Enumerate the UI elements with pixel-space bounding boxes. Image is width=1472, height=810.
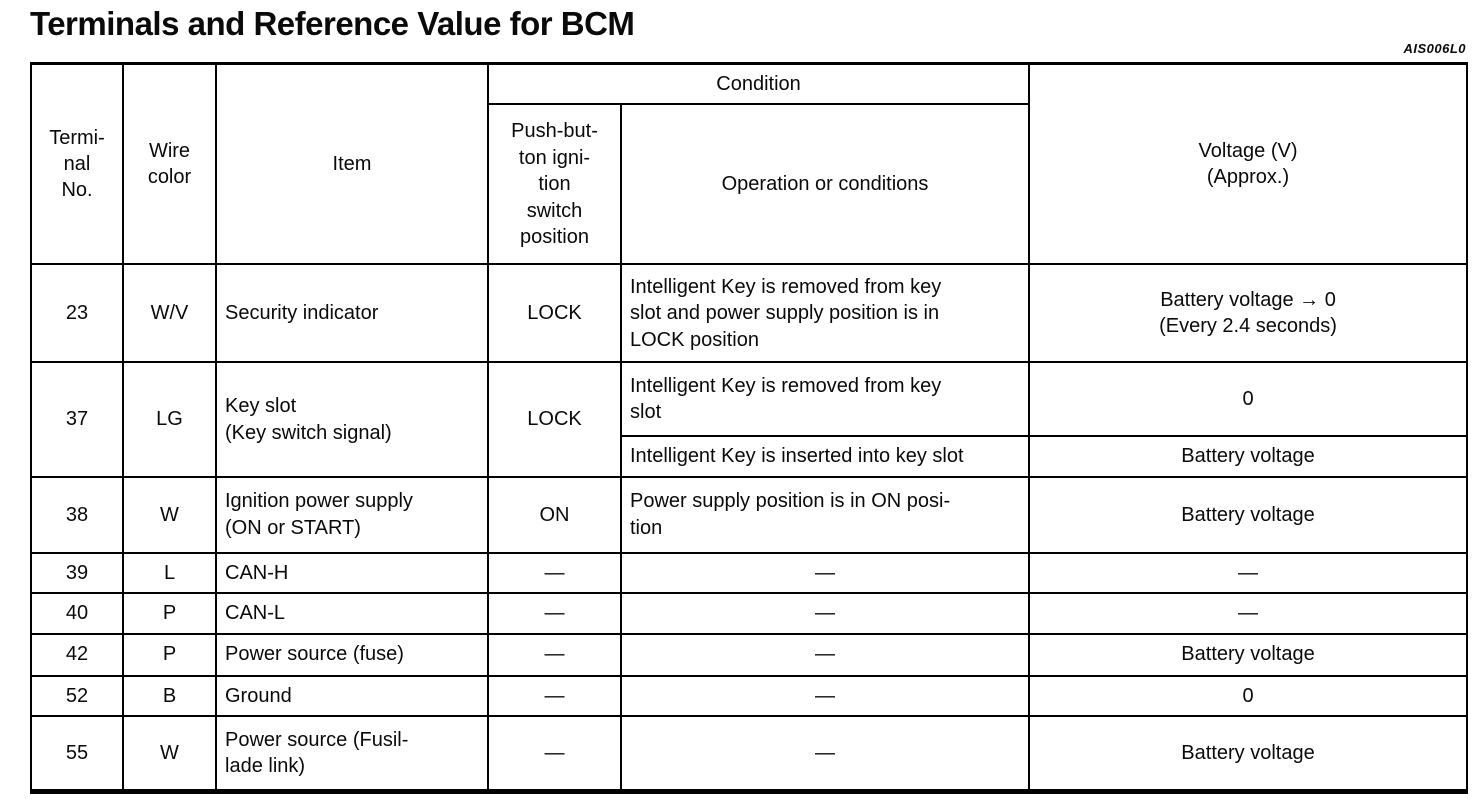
cell-terminal-no: 55 — [30, 714, 124, 793]
table-row-terminal-38: 38 W Ignition power supply (ON or START)… — [30, 475, 1469, 554]
cell-item: Key slot (Key switch signal) — [215, 361, 489, 478]
cell-terminal-no: 39 — [30, 551, 124, 595]
figure-code: AIS006L0 — [1403, 41, 1466, 56]
cell-switch-position: — — [487, 632, 622, 677]
cell-operation: Intelligent Key is removed from key slot — [619, 361, 1031, 438]
cell-voltage: Battery voltage — [1028, 475, 1469, 554]
cell-terminal-no: 52 — [30, 674, 124, 717]
cell-switch-position: — — [487, 674, 622, 717]
cell-voltage: — — [1028, 592, 1469, 635]
table-row-terminal-40: 40 P CAN-L — — — — [30, 592, 1469, 635]
cell-switch-position: — — [487, 592, 622, 635]
cell-item: CAN-L — [215, 592, 489, 635]
table-subrow-terminal-37: Intelligent Key is inserted into key slo… — [31, 435, 1469, 478]
header-terminal-no: Termi- nal No. — [30, 62, 124, 266]
header-row-condition: Termi- nal No. Wire color Item Condition… — [30, 62, 1469, 266]
terminals-reference-table: Termi- nal No. Wire color Item Condition… — [30, 62, 1469, 795]
table-row-terminal-23: 23 W/V Security indicator LOCK Intellige… — [30, 263, 1469, 364]
cell-terminal-no: 23 — [30, 263, 124, 364]
cell-voltage: Battery voltage → 0 (Every 2.4 seconds) — [1028, 263, 1469, 364]
cell-voltage: Battery voltage — [1028, 714, 1469, 793]
header-item: Item — [215, 62, 489, 266]
header-row-subcondition: Push-but- ton igni- tion switch position… — [31, 103, 1467, 266]
cell-operation: — — [619, 674, 1031, 717]
cell-operation: Intelligent Key is inserted into key slo… — [619, 435, 1031, 478]
cell-wire-color: W — [122, 714, 217, 793]
cell-wire-color: B — [122, 674, 217, 717]
cell-wire-color: W — [122, 475, 217, 554]
cell-item: Ignition power supply (ON or START) — [215, 475, 489, 554]
table-row-terminal-42: 42 P Power source (fuse) — — Battery vol… — [30, 632, 1469, 677]
cell-terminal-no: 42 — [30, 632, 124, 677]
cell-item: Ground — [215, 674, 489, 717]
cell-operation: — — [619, 714, 1031, 793]
cell-item: Security indicator — [215, 263, 489, 364]
cell-voltage: 0 — [1028, 361, 1469, 438]
header-wire-color: Wire color — [122, 62, 217, 266]
cell-operation: Intelligent Key is removed from key slot… — [619, 263, 1031, 364]
cell-wire-color: W/V — [122, 263, 217, 364]
cell-switch-position: — — [487, 714, 622, 793]
header-voltage: Voltage (V) (Approx.) — [1028, 62, 1469, 266]
cell-terminal-no: 38 — [30, 475, 124, 554]
cell-terminal-no: 40 — [30, 592, 124, 635]
cell-operation: — — [619, 592, 1031, 635]
cell-switch-position: LOCK — [487, 263, 622, 364]
cell-item: CAN-H — [215, 551, 489, 595]
cell-item: Power source (Fusil- lade link) — [215, 714, 489, 793]
cell-operation: Power supply position is in ON posi- tio… — [619, 475, 1031, 554]
cell-voltage: 0 — [1028, 674, 1469, 717]
cell-wire-color: P — [122, 592, 217, 635]
page-header: Terminals and Reference Value for BCM AI… — [30, 4, 1466, 62]
cell-item: Power source (fuse) — [215, 632, 489, 677]
cell-wire-color: P — [122, 632, 217, 677]
header-operation: Operation or conditions — [619, 103, 1031, 266]
cell-voltage: — — [1028, 551, 1469, 595]
table-row-terminal-52: 52 B Ground — — 0 — [30, 674, 1469, 717]
cell-operation: — — [619, 632, 1031, 677]
table-row-terminal-55: 55 W Power source (Fusil- lade link) — —… — [30, 714, 1469, 793]
header-condition: Condition — [486, 62, 1031, 106]
cell-switch-position: ON — [487, 475, 622, 554]
cell-wire-color: LG — [122, 361, 217, 478]
cell-switch-position: LOCK — [487, 361, 622, 478]
cell-wire-color: L — [122, 551, 217, 595]
table-row-terminal-39: 39 L CAN-H — — — — [30, 551, 1469, 595]
page-title: Terminals and Reference Value for BCM — [30, 5, 635, 42]
cell-switch-position: — — [487, 551, 622, 595]
cell-voltage: Battery voltage — [1028, 632, 1469, 677]
header-switch-position: Push-but- ton igni- tion switch position — [487, 103, 622, 266]
cell-operation: — — [619, 551, 1031, 595]
table-row-terminal-37: 37 LG Key slot (Key switch signal) LOCK … — [30, 361, 1469, 478]
cell-terminal-no: 37 — [30, 361, 124, 478]
cell-voltage: Battery voltage — [1028, 435, 1469, 478]
